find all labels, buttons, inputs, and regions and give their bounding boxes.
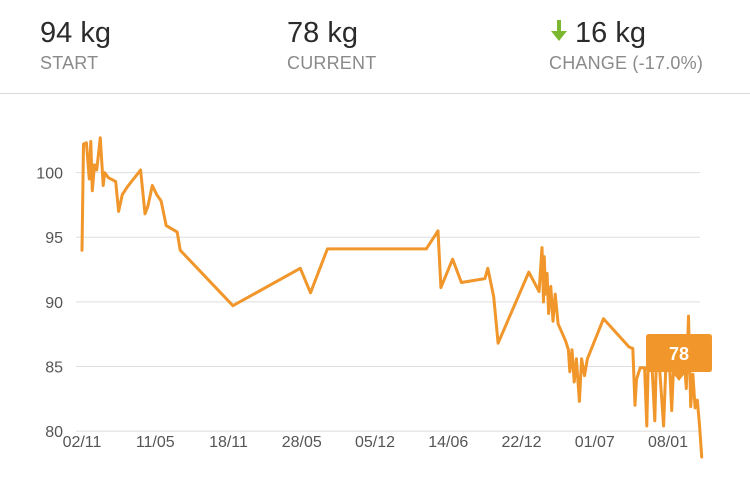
start-weight-value: 94 kg xyxy=(40,17,111,49)
x-tick-label: 28/05 xyxy=(282,434,322,451)
y-axis-ticks: 80 85 90 95 100 xyxy=(36,166,63,442)
x-tick-label: 14/06 xyxy=(428,434,468,451)
x-tick-label: 22/12 xyxy=(501,434,541,451)
x-tick-label: 02/11 xyxy=(63,434,102,451)
weight-series-line xyxy=(80,136,704,459)
start-label: START xyxy=(40,53,99,73)
current-value-callout: 78 xyxy=(645,334,712,381)
change-label: CHANGE (-17.0%) xyxy=(549,53,704,73)
y-tick-label: 90 xyxy=(45,295,63,312)
x-tick-label: 18/11 xyxy=(209,434,248,451)
y-tick-label: 95 xyxy=(45,230,63,247)
change-row: 16 kg xyxy=(549,16,703,50)
change-stat: 16 kg CHANGE (-17.0%) xyxy=(549,16,703,74)
x-tick-label: 01/07 xyxy=(575,434,615,451)
x-tick-label: 05/12 xyxy=(355,434,395,451)
x-axis-ticks: 02/11 11/05 18/11 28/05 05/12 14/06 22/12 01/07… xyxy=(63,434,689,451)
start-stat: 94 kg START xyxy=(40,16,111,74)
current-label: CURRENT xyxy=(287,53,377,73)
current-stat: 78 kg CURRENT xyxy=(287,16,376,74)
x-tick-label: 11/05 xyxy=(136,434,175,451)
callout-bubble xyxy=(645,334,712,381)
callout-value-label: 78 xyxy=(669,344,689,364)
y-tick-label: 100 xyxy=(36,166,63,183)
down-arrow-icon xyxy=(551,20,567,41)
weight-series xyxy=(80,136,704,459)
y-tick-label: 85 xyxy=(45,360,63,377)
y-tick-label: 80 xyxy=(45,424,63,441)
current-weight-value: 78 kg xyxy=(287,17,358,49)
change-weight-value: 16 kg xyxy=(575,17,646,49)
summary-stats: 94 kg START 78 kg CURRENT 16 kg CHANGE (… xyxy=(0,0,750,94)
weight-line-chart: 80 85 90 95 100 02/11 11/05 18/11 28/05 05/12 14/… xyxy=(36,136,712,459)
x-tick-label: 08/01 xyxy=(648,434,688,451)
gridlines xyxy=(76,172,700,432)
